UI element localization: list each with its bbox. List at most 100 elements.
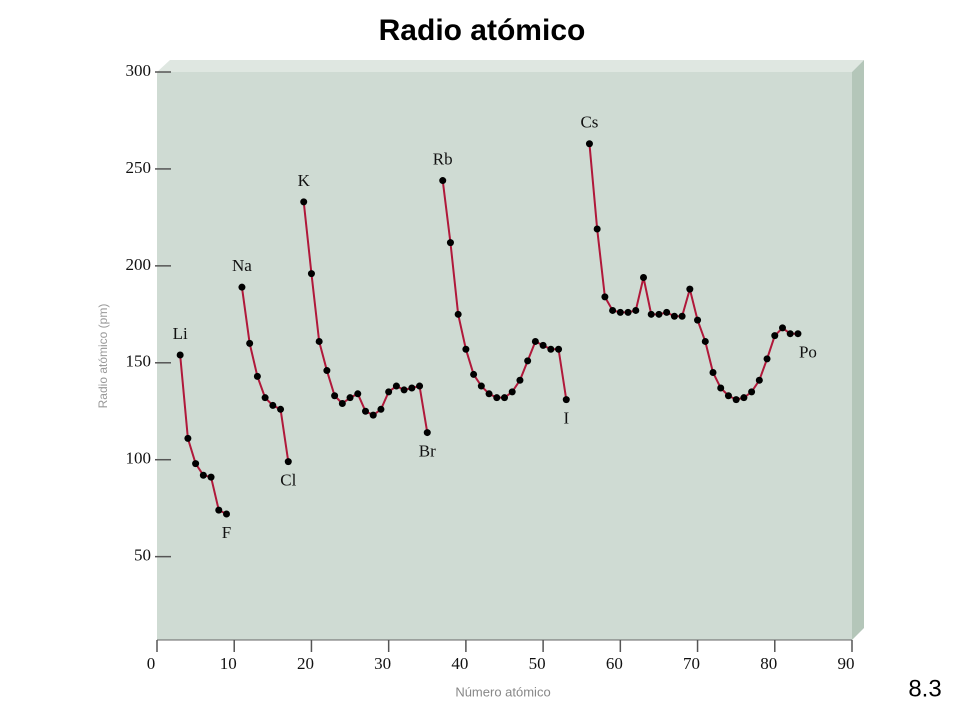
x-tick-label: 20 [297, 654, 314, 673]
data-point [392, 382, 400, 390]
data-point [192, 460, 200, 468]
element-label: F [222, 523, 231, 542]
data-point [493, 394, 501, 402]
data-point [616, 308, 624, 316]
element-label: Cl [280, 471, 296, 490]
data-point [670, 312, 678, 320]
element-label: K [298, 171, 311, 190]
data-point [740, 394, 748, 402]
data-point [524, 357, 532, 365]
data-point [531, 337, 539, 345]
data-point [176, 351, 184, 359]
x-tick-label: 10 [220, 654, 237, 673]
x-tick-label: 90 [838, 654, 855, 673]
figure-number: 8.3 [908, 675, 941, 702]
data-point [199, 471, 207, 479]
data-point [338, 399, 346, 407]
data-point [640, 273, 647, 281]
data-point [446, 239, 454, 247]
data-point [323, 367, 331, 375]
data-point [215, 506, 223, 514]
data-point [779, 324, 786, 332]
x-tick-label: 0 [147, 654, 156, 673]
element-label: Na [232, 256, 252, 275]
data-point [501, 394, 508, 402]
data-point [686, 285, 694, 293]
data-point [315, 337, 323, 345]
data-point [724, 392, 732, 400]
x-tick-label: 70 [683, 654, 700, 673]
data-point [223, 510, 230, 518]
data-point [632, 306, 640, 314]
panel-top [157, 60, 864, 72]
element-label: Po [799, 343, 817, 362]
data-point [485, 390, 493, 398]
data-point [477, 382, 485, 390]
element-label: Br [419, 441, 436, 460]
data-point [609, 306, 617, 314]
panel-side [852, 60, 864, 640]
y-tick-label: 100 [126, 449, 152, 468]
data-point [771, 332, 779, 340]
data-point [786, 330, 794, 338]
data-point [307, 270, 315, 278]
y-axis-label: Radio atómico (pm) [96, 304, 110, 409]
data-point [647, 310, 655, 318]
data-point [732, 396, 740, 404]
data-point [439, 177, 447, 185]
y-tick-label: 250 [126, 158, 152, 177]
data-point [470, 370, 478, 378]
element-label: Cs [580, 113, 598, 132]
data-point [624, 308, 632, 316]
data-point [416, 382, 424, 390]
data-point [346, 394, 354, 402]
chart-title: Radio atómico [379, 14, 586, 47]
data-point [377, 405, 385, 413]
x-tick-label: 50 [529, 654, 546, 673]
data-point [539, 341, 547, 349]
panel [157, 72, 852, 640]
x-axis-label: Número atómico [455, 684, 550, 699]
data-point [261, 394, 269, 402]
x-tick-label: 40 [451, 654, 468, 673]
data-point [253, 372, 261, 380]
element-label: I [563, 409, 569, 428]
data-point [362, 407, 369, 415]
data-point [385, 388, 393, 396]
data-point [585, 140, 593, 148]
data-point [701, 337, 709, 345]
element-label: Li [173, 324, 188, 343]
data-point [516, 376, 524, 384]
data-point [678, 312, 686, 320]
data-point [207, 473, 215, 481]
data-point [663, 308, 671, 316]
x-tick-label: 30 [374, 654, 391, 673]
data-point [717, 384, 725, 392]
data-point [246, 339, 254, 347]
data-point [408, 384, 416, 392]
data-point [709, 368, 717, 376]
data-point [547, 345, 555, 353]
x-tick-label: 80 [760, 654, 777, 673]
data-point [763, 355, 771, 363]
data-point [423, 429, 431, 437]
data-point [354, 390, 362, 398]
data-point [555, 345, 563, 353]
data-point [300, 198, 308, 206]
data-point [755, 376, 763, 384]
data-point [400, 386, 408, 394]
data-point [269, 401, 277, 409]
data-point [238, 283, 246, 291]
data-point [454, 310, 462, 318]
data-point [794, 330, 802, 338]
data-point [694, 316, 702, 324]
data-point [462, 345, 470, 353]
data-point [593, 225, 601, 233]
series-line [588, 143, 798, 401]
y-tick-label: 50 [134, 546, 151, 565]
data-point [748, 388, 756, 396]
data-point [184, 434, 192, 442]
data-point [331, 392, 339, 400]
